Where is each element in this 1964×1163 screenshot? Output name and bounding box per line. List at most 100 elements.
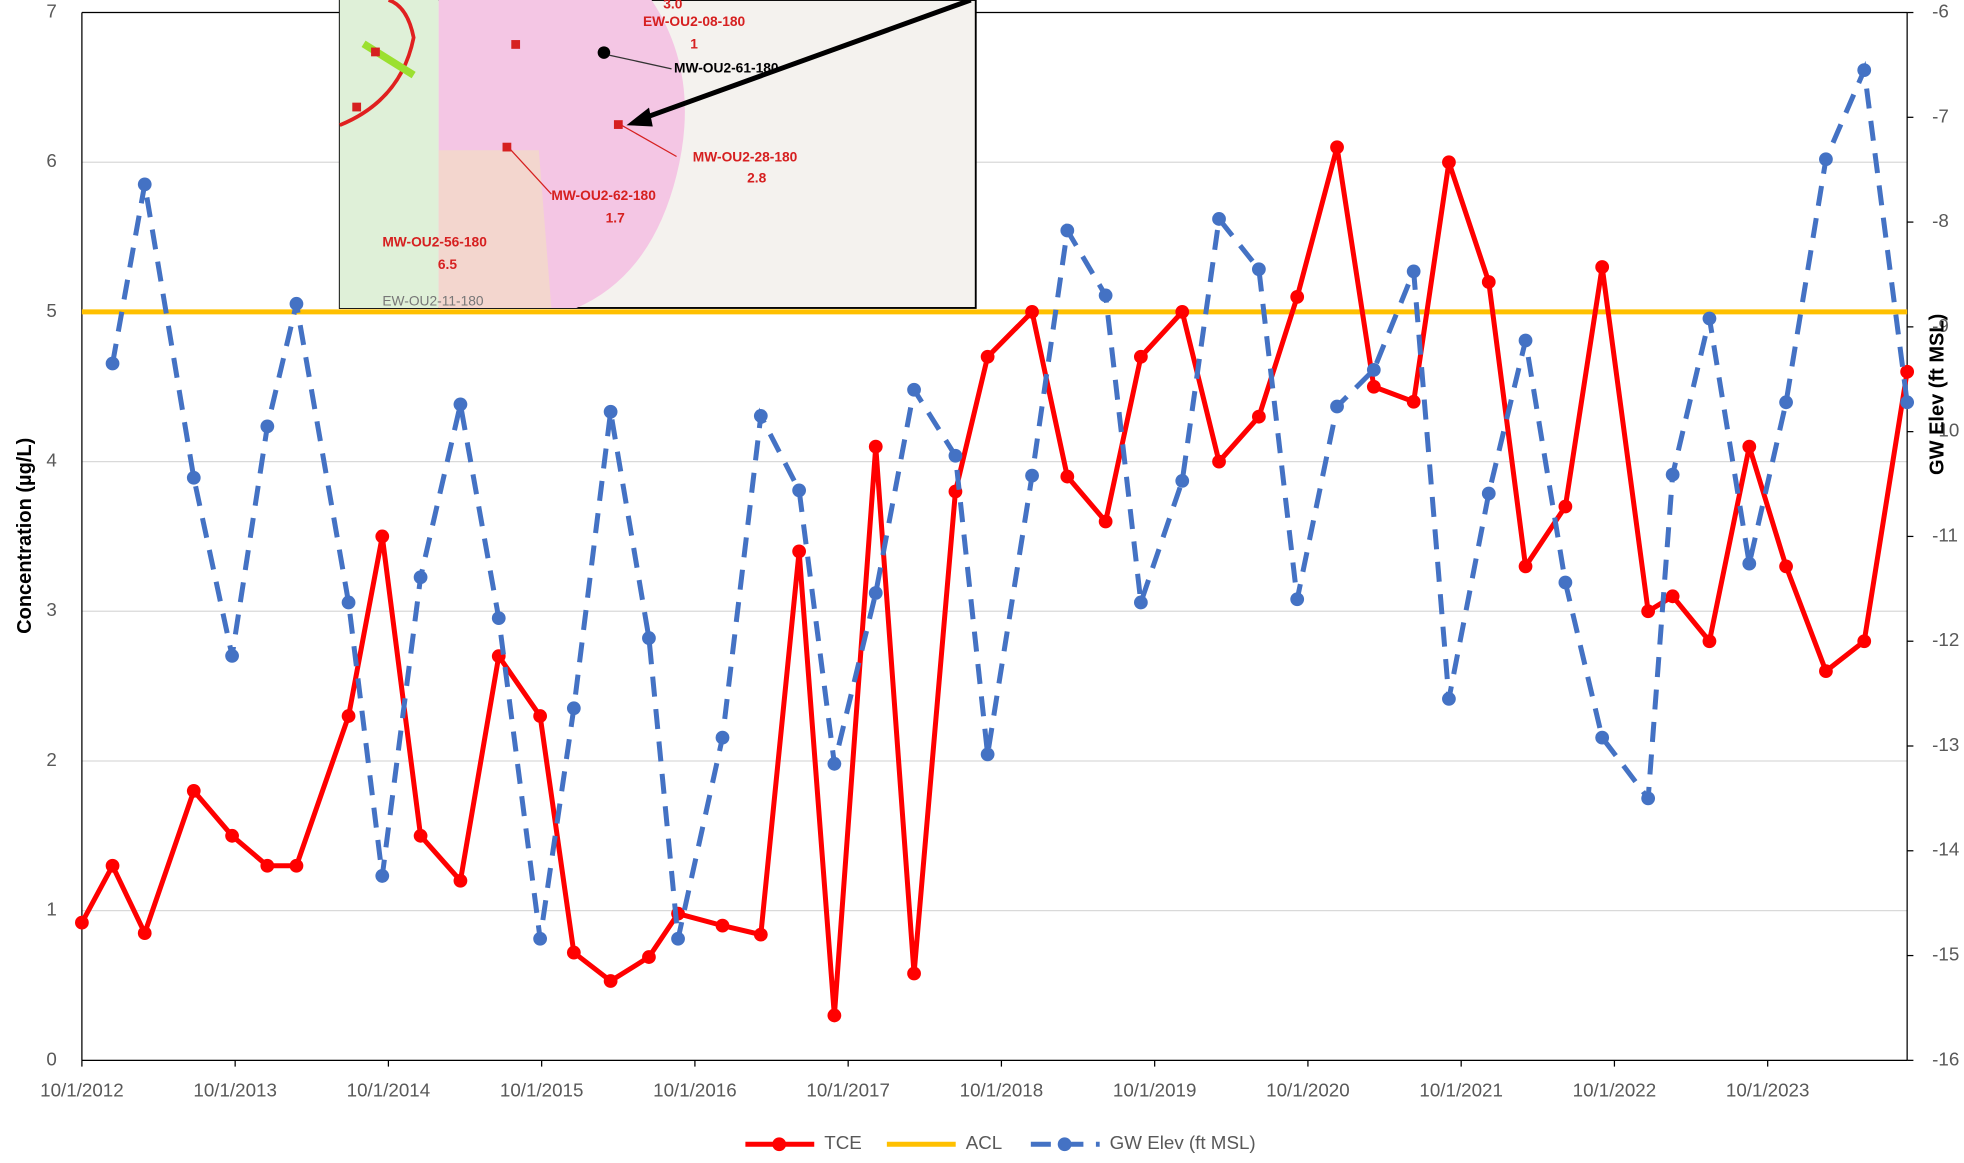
data-point xyxy=(413,828,428,843)
data-point xyxy=(533,709,548,723)
data-point xyxy=(491,611,506,626)
map-label: 2.8 xyxy=(747,171,766,186)
data-point xyxy=(1742,556,1757,571)
data-point xyxy=(1779,395,1793,410)
data-point xyxy=(868,439,883,454)
data-point xyxy=(603,404,618,419)
map-label: 1.7 xyxy=(606,211,625,226)
data-point xyxy=(1251,409,1266,424)
data-point xyxy=(715,730,730,745)
map-label: MW-OU2-62-180 xyxy=(551,188,656,203)
data-point xyxy=(1025,305,1039,319)
data-point xyxy=(1330,399,1344,414)
map-leader xyxy=(621,124,677,158)
y2-tick-label: -15 xyxy=(1932,944,1959,965)
map-label: 1 xyxy=(690,37,698,52)
plot-area: 0 1 2 3 4 5 6 7 -16 -15 -14 -13 -12 -11 -10 -9 -8 -7 -6 10/… xyxy=(40,0,1959,1100)
data-point xyxy=(1212,212,1226,226)
data-point xyxy=(137,926,152,940)
data-point xyxy=(341,709,356,723)
y2-tick-label: -13 xyxy=(1932,734,1959,755)
data-point xyxy=(1098,288,1113,303)
data-point xyxy=(1366,362,1381,377)
y-tick-label: 4 xyxy=(46,450,56,471)
data-point xyxy=(1595,260,1610,274)
legend-label: ACL xyxy=(966,1132,1003,1153)
data-point xyxy=(907,966,921,981)
data-point xyxy=(453,873,468,888)
data-point xyxy=(1641,791,1656,806)
data-point xyxy=(105,356,120,371)
legend-label: TCE xyxy=(824,1132,862,1153)
data-point xyxy=(980,349,995,364)
data-point xyxy=(603,974,618,988)
y2-tick-label: -8 xyxy=(1932,210,1949,231)
map-boundary xyxy=(339,0,416,127)
map-label: MW-OU2-61-180 xyxy=(674,60,779,75)
x-tick-label: 10/1/2020 xyxy=(1266,1080,1349,1101)
data-point xyxy=(1175,474,1190,488)
y-tick-label: 1 xyxy=(46,899,56,920)
data-point xyxy=(1819,152,1833,167)
data-point xyxy=(1779,559,1793,574)
map-label: MW-OU2-28-180 xyxy=(693,149,798,164)
y-tick-label: 0 xyxy=(46,1048,56,1069)
data-point xyxy=(792,544,807,559)
y2-tick-label: -14 xyxy=(1932,839,1959,860)
y-tick-label: 3 xyxy=(46,599,56,620)
y2-tick-label: -11 xyxy=(1932,524,1958,545)
data-point xyxy=(289,858,304,873)
map-label: EW-OU2-08-180 xyxy=(643,14,746,29)
data-point xyxy=(1251,262,1266,277)
data-point xyxy=(1212,454,1226,469)
data-point xyxy=(289,296,304,311)
data-point xyxy=(1366,379,1381,394)
map-leader xyxy=(608,54,672,70)
data-point xyxy=(137,177,152,192)
map-zone xyxy=(438,150,552,308)
data-point xyxy=(827,756,842,771)
legend-marker xyxy=(1057,1137,1072,1152)
data-point xyxy=(1702,634,1717,649)
data-point xyxy=(260,858,275,873)
data-point xyxy=(566,701,581,716)
data-point xyxy=(1558,575,1573,590)
map-zone xyxy=(339,0,439,308)
data-point xyxy=(1133,349,1148,364)
y2-tick-label: -7 xyxy=(1932,105,1949,126)
data-point xyxy=(1857,634,1872,649)
data-point xyxy=(980,747,995,762)
data-point xyxy=(533,931,548,946)
data-point xyxy=(1133,595,1148,610)
data-point xyxy=(225,648,239,663)
inset-arrow xyxy=(640,0,972,122)
x-tick-label: 10/1/2022 xyxy=(1573,1080,1656,1101)
map-well xyxy=(597,46,611,59)
data-point xyxy=(1702,311,1717,326)
y2-tick-label: -16 xyxy=(1932,1048,1959,1069)
data-point xyxy=(186,784,201,798)
data-point xyxy=(186,470,201,485)
data-point xyxy=(671,931,685,946)
y-tick-label: 7 xyxy=(46,0,56,21)
x-tick-label: 10/1/2015 xyxy=(500,1080,583,1101)
data-point xyxy=(260,419,275,434)
data-point xyxy=(642,950,656,964)
data-point xyxy=(375,529,390,544)
x-tick-label: 10/1/2016 xyxy=(653,1080,736,1101)
data-point xyxy=(1481,275,1496,289)
data-point xyxy=(1330,140,1344,155)
y2-tick-label: -12 xyxy=(1932,629,1959,650)
legend-label: GW Elev (ft MSL) xyxy=(1110,1132,1256,1153)
x-tick-label: 10/1/2018 xyxy=(960,1080,1043,1101)
data-point xyxy=(1857,63,1872,78)
y-tick-label: 2 xyxy=(46,749,56,770)
x-tick-label: 10/1/2014 xyxy=(347,1080,430,1101)
y-tick-label: 6 xyxy=(46,150,56,171)
data-point xyxy=(948,448,963,463)
data-point xyxy=(105,858,120,873)
data-point xyxy=(75,915,89,930)
x-tick-label: 10/1/2021 xyxy=(1419,1080,1502,1101)
data-point xyxy=(375,869,390,883)
